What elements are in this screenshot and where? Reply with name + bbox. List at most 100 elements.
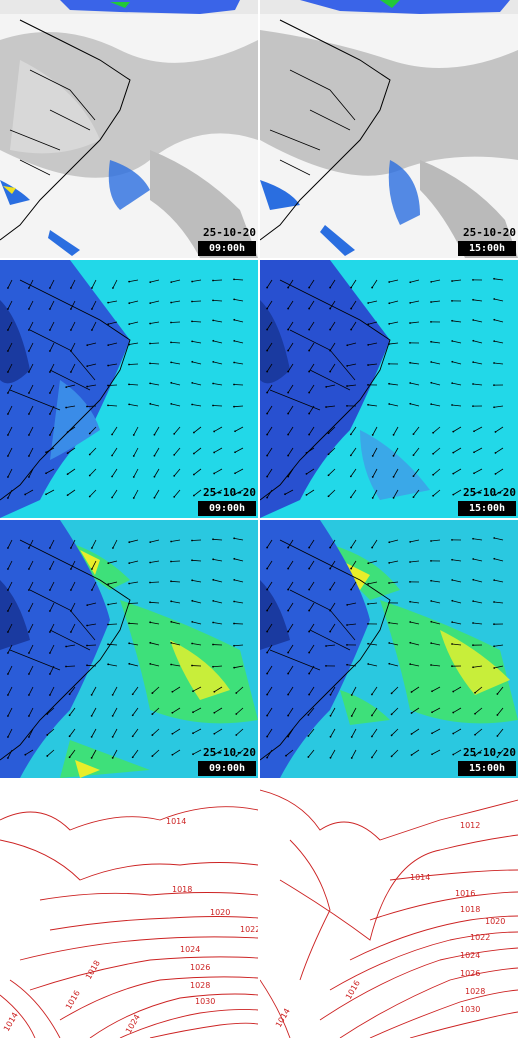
wind-arrow [410,321,420,324]
wind-arrow [213,361,223,365]
wind-arrow [411,728,420,735]
wind-arrow-head [287,433,290,436]
wind-arrow-head [49,434,51,436]
wind-arrow [287,468,294,477]
wind-arrow [49,279,55,289]
wind-arrow [287,321,294,330]
wind-arrow-head [191,642,194,645]
wind-arrow-head [233,278,235,281]
wind-arrow-head [149,362,151,365]
wind-arrow-head [212,279,214,282]
wind-arrow-head [107,663,110,666]
wind-arrow [150,403,160,407]
wind-arrow-head [213,451,216,454]
wind-arrow [287,665,294,674]
wind-arrow-head [472,405,474,408]
wind-arrow [213,468,223,474]
wind-arrow [7,686,13,696]
wind-arrow-head [213,430,216,433]
wind-arrow-head [153,475,156,478]
wind-arrow-head [308,307,311,310]
wind-arrow-head [287,567,290,570]
wind-arrow [28,623,34,633]
wind-arrow-head [107,344,110,347]
wind-arrows [266,277,504,499]
wind-arrow-head [473,451,475,454]
wind-arrow-head [28,329,30,331]
wind-arrow [129,321,139,325]
wind-arrow-head [409,600,411,603]
wind-arrow-head [371,476,374,478]
wind-arrow [108,581,118,585]
wind-arrow-head [410,733,413,735]
wind-arrow-head [432,431,435,434]
wind-arrow-head [388,302,391,305]
wind-arrow-head [128,280,131,283]
wind-arrow [350,560,357,569]
wind-arrow-head [430,579,432,582]
wind-arrow-head [472,383,474,385]
wind-arrow [24,489,34,495]
wind-arrow [389,560,399,564]
wind-arrow-head [86,604,89,607]
wind-arrow [306,489,315,496]
wind-arrow-head [325,406,327,408]
wind-arrow [67,489,76,496]
wind-arrow [7,749,13,759]
wind-arrow [432,426,441,434]
wind-arrow-head [308,391,311,394]
wind-field-panel-0900: 25-10-20 09:00h [0,260,258,518]
wind-arrow-head [349,496,352,499]
wind-arrow-head [49,308,51,310]
wind-arrow-head [452,711,455,714]
wind-arrow [495,468,504,475]
wind-arrow-head [151,755,154,757]
wind-arrow [111,489,118,498]
wind-arrow-head [266,546,269,549]
wind-arrow-head [409,342,411,344]
time-label: 09:00h [198,761,256,776]
wind-arrow [431,600,441,604]
wind-arrow-head [430,642,433,645]
wind-arrow [70,321,76,331]
wind-speed-panel-0900: 25-10-20 09:00h [0,520,258,778]
wind-arrow-head [49,589,51,591]
wind-arrow [129,581,139,584]
wind-arrow-head [86,365,89,368]
isobar-label: 1016 [455,889,475,898]
wind-arrow [133,489,139,499]
wind-arrow-head [128,383,130,386]
wind-arrow [266,468,273,477]
wind-arrow [49,686,55,696]
wind-arrow [66,644,76,647]
wind-arrow [389,300,399,304]
wind-arrow [329,560,336,569]
wind-arrow [108,602,118,605]
wind-arrow-head [266,496,269,499]
wind-arrow-head [388,601,390,604]
wind-arrow [285,749,294,757]
wind-arrow [266,426,273,435]
wind-arrow-head [212,599,215,602]
wind-arrow-head [329,370,332,373]
wind-arrow [128,363,139,365]
wind-arrow [7,644,13,654]
wind-arrow [108,663,118,667]
wind-arrow-head [266,588,269,591]
wind-arrow [28,602,34,612]
wind-arrow-head [111,496,113,499]
wind-arrow [371,279,378,288]
wind-arrow [453,489,462,495]
wind-arrow-head [412,433,415,435]
wind-arrow-head [472,644,474,647]
wind-arrow [213,600,223,604]
wind-arrow [473,538,483,541]
wind-arrow [234,319,244,323]
wind-arrow-head [212,578,215,581]
wind-arrow-head [234,472,236,475]
wind-arrow [69,749,76,758]
wind-arrow-head [233,666,236,669]
wind-arrow [432,468,441,476]
wind-arrow-head [128,602,130,605]
wind-arrow-head [28,631,30,633]
